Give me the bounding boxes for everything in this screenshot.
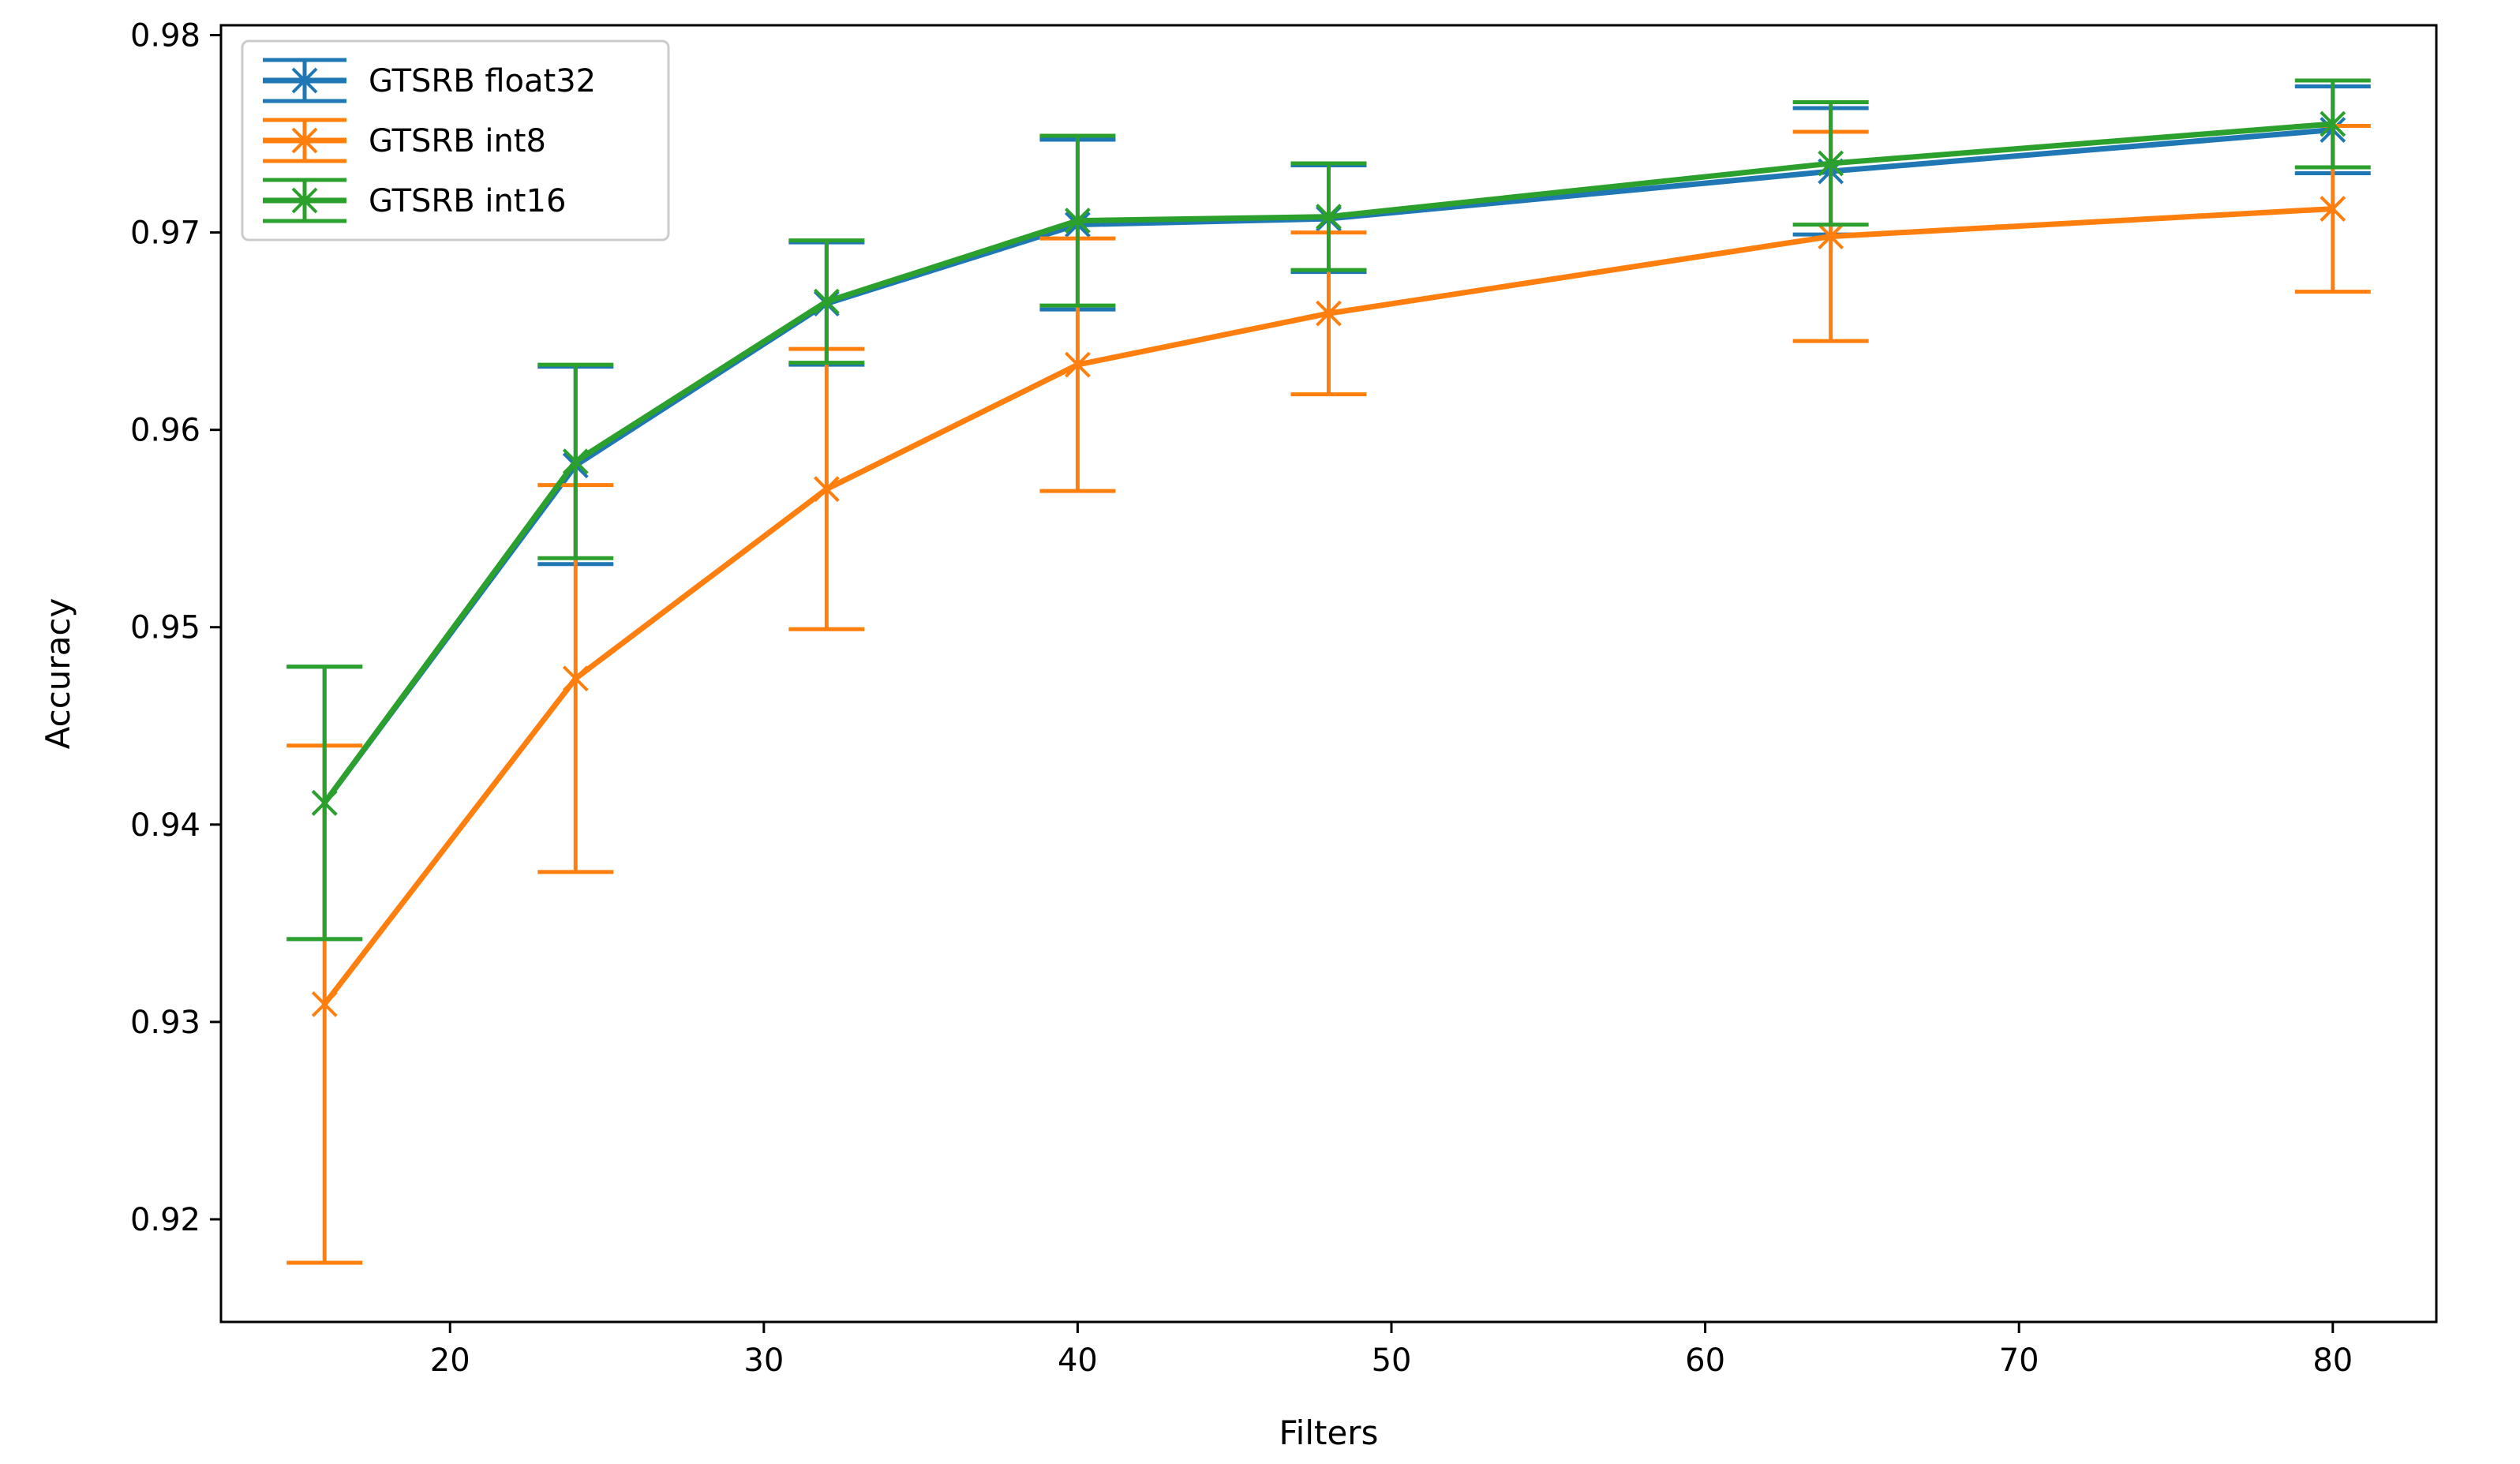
legend-label: GTSRB int8 xyxy=(369,123,546,159)
legend-entry: GTSRB int16 xyxy=(263,178,566,223)
legend-entry: GTSRB float32 xyxy=(263,58,596,103)
data-point xyxy=(813,288,840,315)
legend: GTSRB float32 GTSRB int8 GTSRB int16 xyxy=(241,39,670,242)
y-tick-label: 0.97 xyxy=(130,215,200,252)
series-gtsrb-int16 xyxy=(286,78,2371,942)
data-point xyxy=(562,448,589,475)
x-tick-label: 40 xyxy=(1058,1342,1098,1379)
x-tick-label: 20 xyxy=(430,1342,470,1379)
data-point xyxy=(1818,223,1844,249)
tick-layer: 20 30 40 50 60 70 80 0.92 0.93 0.94 0.95 0.96 0.97 0.… xyxy=(130,18,2353,1379)
series-layer xyxy=(286,78,2371,1265)
legend-marker xyxy=(291,67,318,94)
y-tick-label: 0.92 xyxy=(130,1202,200,1238)
data-point xyxy=(1065,208,1091,234)
legend-label: GTSRB int16 xyxy=(369,183,566,219)
legend-marker xyxy=(291,187,318,214)
legend-marker xyxy=(291,127,318,154)
y-tick-label: 0.98 xyxy=(130,18,200,54)
x-tick-label: 70 xyxy=(1999,1342,2039,1379)
x-tick-label: 30 xyxy=(743,1342,784,1379)
y-axis-label: Accuracy xyxy=(39,598,77,750)
data-point xyxy=(1818,150,1844,177)
y-tick-label: 0.96 xyxy=(130,413,200,449)
data-point xyxy=(562,665,589,692)
data-point xyxy=(2320,110,2346,137)
data-point xyxy=(1316,300,1342,327)
y-tick-label: 0.94 xyxy=(130,807,200,844)
data-point xyxy=(813,476,840,503)
plot-frame xyxy=(219,24,2438,1324)
data-point xyxy=(1316,204,1342,230)
x-axis-label: Filters xyxy=(1279,1413,1379,1452)
legend-box xyxy=(241,39,670,242)
legend-label: GTSRB float32 xyxy=(369,63,596,99)
data-point xyxy=(311,990,338,1017)
x-tick-label: 60 xyxy=(1685,1342,1725,1379)
y-tick-label: 0.95 xyxy=(130,610,200,646)
data-point xyxy=(311,789,338,816)
data-point xyxy=(1065,351,1091,378)
x-tick-label: 80 xyxy=(2312,1342,2353,1379)
data-point xyxy=(2320,196,2346,222)
y-tick-label: 0.93 xyxy=(130,1005,200,1041)
x-tick-label: 50 xyxy=(1372,1342,1412,1379)
legend-entry: GTSRB int8 xyxy=(263,118,546,163)
